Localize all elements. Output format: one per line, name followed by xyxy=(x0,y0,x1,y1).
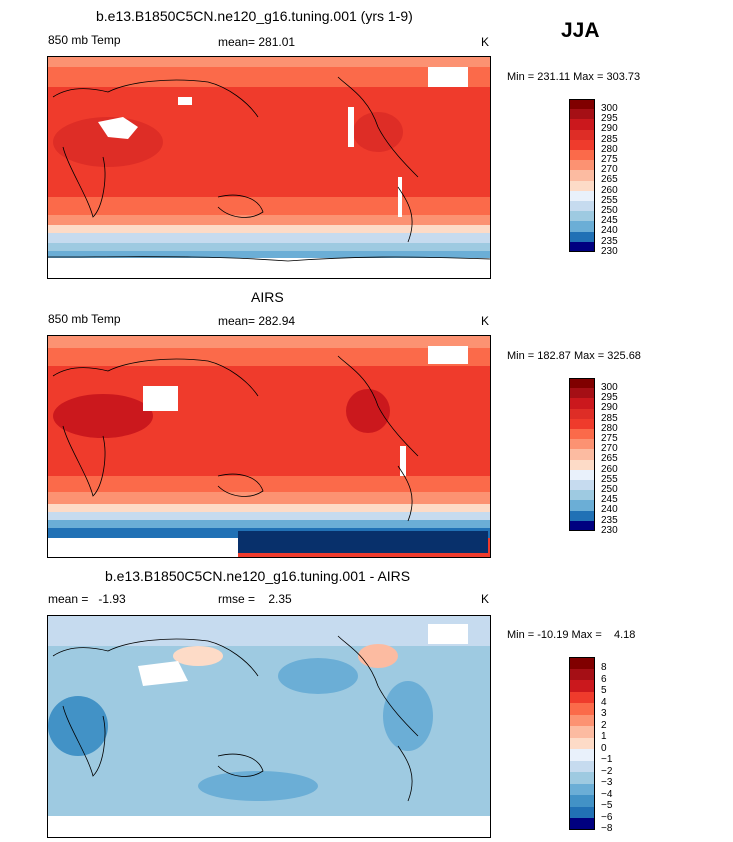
panel3-colorbar-label: −1 xyxy=(601,754,613,765)
panel2-title: AIRS xyxy=(251,289,284,305)
panel1-units: K xyxy=(481,35,490,49)
panel3-colorbar-label: 3 xyxy=(601,708,607,719)
panel1-colorbar-label: 240 xyxy=(601,225,618,237)
panel2-colorbar-label: 240 xyxy=(601,504,618,516)
panel2-colorbar-label: 245 xyxy=(601,494,618,506)
panel3-units: K xyxy=(481,592,490,606)
panel2-colorbar-label: 280 xyxy=(601,422,618,434)
panel3-colorbar: 8 6 5 4 3 2 1 0 −1 −2 −3 −4 −5 −6 −8 xyxy=(569,657,629,834)
panel1-colorbar: 300 295 290 285 280 275 270 265 260 255 … xyxy=(569,99,629,256)
panel2-colorbar-label: 265 xyxy=(601,453,618,465)
panel3-colorbar-label: −4 xyxy=(601,788,613,800)
panel2-colorbar-label: 270 xyxy=(601,443,618,455)
panel1-colorbar-label: 255 xyxy=(601,194,618,206)
panel3-minmax: Min = -10.19 Max = 4.18 xyxy=(507,629,636,641)
panel2-airs-temperature-map xyxy=(47,335,491,558)
panel2-colorbar-label: 290 xyxy=(601,402,618,414)
panel3-difference-map xyxy=(47,615,491,838)
panel3-colorbar-label: 0 xyxy=(601,742,607,754)
panel1-mean-label: mean= 281.01 xyxy=(218,35,296,49)
panel1-colorbar-label: 260 xyxy=(601,184,618,196)
panel3-mean-label: mean = -1.93 xyxy=(48,592,126,606)
panel3-colorbar-label: 8 xyxy=(601,662,607,673)
panel3-colorbar-label: 4 xyxy=(601,696,607,708)
panel2-colorbar-label: 285 xyxy=(601,412,618,424)
panel3-colorbar-label: 1 xyxy=(601,731,607,742)
panel1-colorbar-label: 290 xyxy=(601,123,618,135)
panel3-colorbar-label: −2 xyxy=(601,765,613,777)
panel3-colorbar-label: −8 xyxy=(601,823,613,834)
panel2-colorbar: 300 295 290 285 280 275 270 265 260 255 … xyxy=(569,378,629,535)
panel1-colorbar-label: 295 xyxy=(601,113,618,125)
panel1-colorbar-label: 245 xyxy=(601,215,618,227)
panel2-colorbar-label: 235 xyxy=(601,514,618,526)
panel1-colorbar-label: 300 xyxy=(601,103,618,114)
panel2-colorbar-label: 275 xyxy=(601,433,618,444)
panel3-title: b.e13.B1850C5CN.ne120_g16.tuning.001 - A… xyxy=(105,568,411,584)
panel3-colorbar-label: 6 xyxy=(601,673,607,685)
season-label: JJA xyxy=(561,19,600,42)
panel2-colorbar-label: 250 xyxy=(601,484,618,495)
panel2-colorbar-label: 230 xyxy=(601,524,618,536)
panel1-colorbar-label: 250 xyxy=(601,205,618,216)
panel1-colorbar-label: 285 xyxy=(601,133,618,145)
panel1-colorbar-label: 275 xyxy=(601,154,618,165)
panel3-colorbar-label: −5 xyxy=(601,800,613,811)
panel2-colorbar-label: 255 xyxy=(601,473,618,485)
panel3-colorbar-label: 2 xyxy=(601,719,607,731)
panel1-variable-label: 850 mb Temp xyxy=(48,33,121,47)
panel1-colorbar-label: 265 xyxy=(601,174,618,186)
panel3-colorbar-label: −3 xyxy=(601,777,613,788)
panel3-colorbar-label: −6 xyxy=(601,811,613,823)
panel2-units: K xyxy=(481,314,490,328)
panel2-variable-label: 850 mb Temp xyxy=(48,312,121,326)
panel3-rmse-label: rmse = 2.35 xyxy=(218,592,292,606)
panel2-minmax: Min = 182.87 Max = 325.68 xyxy=(507,350,641,362)
panel1-title: b.e13.B1850C5CN.ne120_g16.tuning.001 (yr… xyxy=(96,8,413,24)
panel1-colorbar-label: 235 xyxy=(601,235,618,247)
panel1-colorbar-label: 280 xyxy=(601,143,618,155)
panel1-colorbar-label: 230 xyxy=(601,245,618,257)
panel2-colorbar-label: 260 xyxy=(601,463,618,475)
panel2-colorbar-label: 295 xyxy=(601,392,618,404)
panel2-mean-label: mean= 282.94 xyxy=(218,314,296,328)
panel1-colorbar-label: 270 xyxy=(601,164,618,176)
panel3-colorbar-label: 5 xyxy=(601,685,607,696)
panel2-colorbar-label: 300 xyxy=(601,382,618,393)
panel1-minmax: Min = 231.11 Max = 303.73 xyxy=(507,71,641,83)
panel1-model-temperature-map xyxy=(47,56,491,279)
